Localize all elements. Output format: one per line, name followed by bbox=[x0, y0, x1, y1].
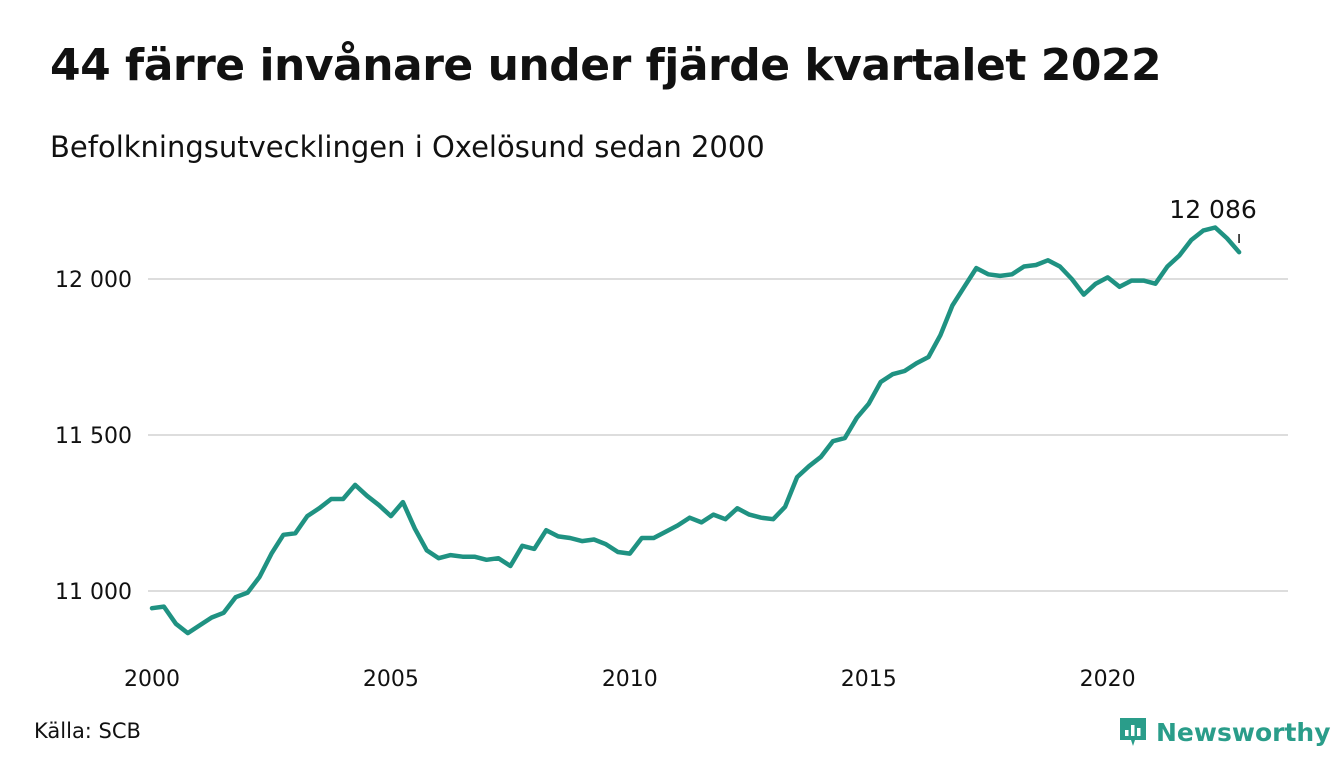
brand-logo[interactable]: Newsworthy bbox=[1118, 714, 1331, 750]
x-tick-label: 2020 bbox=[1080, 667, 1136, 692]
chart-title: 44 färre invånare under fjärde kvartalet… bbox=[50, 40, 1162, 91]
x-tick-label: 2015 bbox=[841, 667, 897, 692]
brand-name: Newsworthy bbox=[1156, 717, 1331, 747]
x-tick-label: 2010 bbox=[602, 667, 658, 692]
source-note: Källa: SCB bbox=[34, 719, 141, 743]
x-tick-label: 2000 bbox=[124, 667, 180, 692]
y-tick-label: 12 000 bbox=[55, 268, 132, 293]
bar-chart-speech-bubble-icon bbox=[1120, 718, 1146, 746]
chart-subtitle: Befolkningsutvecklingen i Oxelösund seda… bbox=[50, 130, 765, 164]
x-tick-label: 2005 bbox=[363, 667, 419, 692]
y-tick-label: 11 500 bbox=[55, 424, 132, 449]
series-line bbox=[149, 225, 1242, 636]
y-tick-label: 11 000 bbox=[55, 580, 132, 605]
end-value-label: 12 086 bbox=[1169, 195, 1256, 224]
